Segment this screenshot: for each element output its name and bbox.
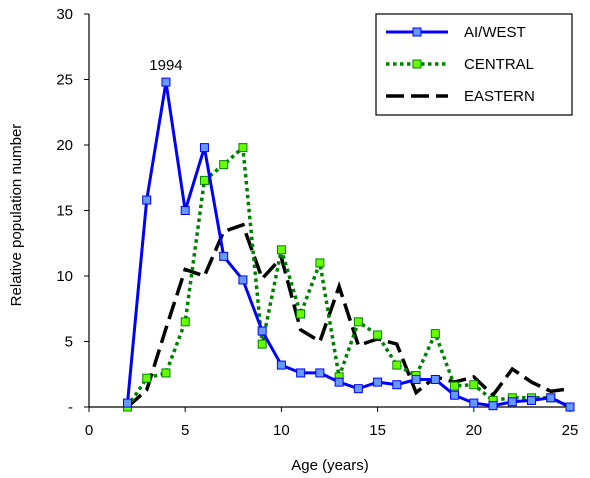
series-central bbox=[122, 143, 575, 412]
y-tick-label: 30 bbox=[56, 6, 73, 23]
data-point bbox=[353, 384, 363, 394]
y-tick-label: 10 bbox=[56, 268, 73, 285]
data-point bbox=[199, 143, 209, 153]
series-eastern bbox=[126, 222, 571, 409]
legend-marker bbox=[412, 59, 422, 69]
data-point bbox=[296, 368, 306, 378]
data-point bbox=[430, 329, 440, 339]
y-tick-label: 5 bbox=[65, 334, 73, 351]
data-point bbox=[315, 368, 325, 378]
x-tick-label: 10 bbox=[273, 422, 290, 439]
series-line bbox=[126, 222, 571, 409]
data-point bbox=[257, 339, 267, 349]
legend-label: EASTERN bbox=[464, 88, 535, 105]
data-point bbox=[276, 245, 286, 255]
data-point bbox=[142, 195, 152, 205]
x-tick-label: 20 bbox=[465, 422, 482, 439]
series-line bbox=[126, 81, 571, 409]
legend-label: CENTRAL bbox=[464, 56, 534, 73]
data-point bbox=[488, 401, 498, 411]
data-point bbox=[546, 393, 556, 403]
data-point bbox=[161, 368, 171, 378]
data-point bbox=[257, 326, 267, 336]
data-point bbox=[180, 206, 190, 215]
data-point bbox=[469, 380, 479, 390]
data-point bbox=[180, 317, 190, 327]
x-tick-label: 0 bbox=[85, 422, 93, 439]
legend: AI/WEST CENTRAL EASTERN bbox=[375, 13, 573, 116]
data-point bbox=[296, 309, 306, 319]
data-point bbox=[142, 373, 152, 383]
data-point bbox=[507, 397, 517, 407]
data-point bbox=[392, 380, 402, 390]
data-point bbox=[469, 398, 479, 408]
annotation-1994: 1994 bbox=[149, 57, 182, 74]
data-point bbox=[411, 374, 421, 384]
y-tick-label: 20 bbox=[56, 137, 73, 154]
legend-label: AI/WEST bbox=[464, 24, 526, 41]
data-point bbox=[199, 175, 209, 185]
y-ticks: - 5 10 15 20 25 30 bbox=[56, 6, 89, 416]
y-tick-label: - bbox=[68, 399, 73, 416]
x-tick-label: 5 bbox=[181, 422, 189, 439]
data-point bbox=[373, 330, 383, 340]
data-point bbox=[565, 402, 575, 412]
data-point bbox=[353, 317, 363, 327]
data-point bbox=[219, 251, 229, 261]
data-point bbox=[334, 377, 344, 387]
data-point bbox=[450, 390, 460, 400]
data-point bbox=[392, 360, 402, 370]
data-point bbox=[161, 77, 171, 87]
x-ticks: 0 5 10 15 20 25 bbox=[85, 407, 579, 439]
data-point bbox=[238, 275, 248, 285]
data-point bbox=[122, 398, 132, 408]
y-tick-label: 25 bbox=[56, 72, 73, 89]
series-ai-west bbox=[122, 77, 575, 412]
y-axis-label: Relative population number bbox=[8, 124, 25, 307]
data-point bbox=[373, 377, 383, 387]
x-tick-label: 15 bbox=[369, 422, 386, 439]
series-layer bbox=[122, 77, 575, 412]
x-axis-label: Age (years) bbox=[291, 457, 369, 474]
data-point bbox=[430, 374, 440, 384]
data-point bbox=[219, 160, 229, 170]
legend-marker bbox=[412, 27, 422, 37]
data-point bbox=[315, 258, 325, 268]
data-point bbox=[527, 395, 537, 405]
y-tick-label: 15 bbox=[56, 203, 73, 220]
x-tick-label: 25 bbox=[562, 422, 579, 439]
data-point bbox=[276, 360, 286, 370]
data-point bbox=[450, 381, 460, 391]
data-point bbox=[238, 143, 248, 153]
